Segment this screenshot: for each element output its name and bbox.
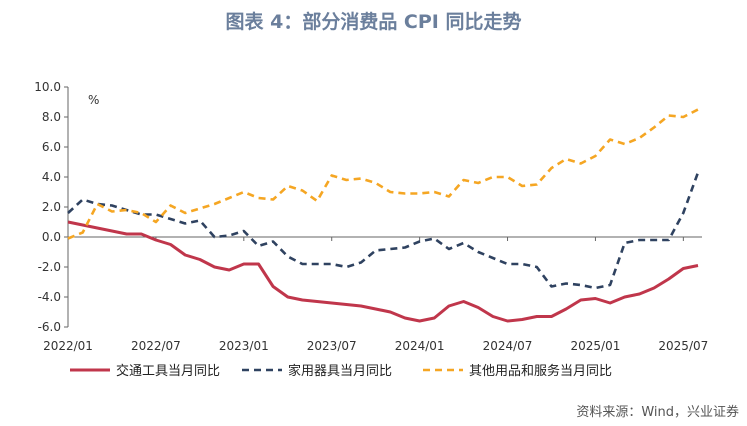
source-note: 资料来源：Wind，兴业证券 [576, 405, 739, 420]
legend-label-other: 其他用品和服务当月同比 [469, 363, 612, 379]
y-axis-ticks: 10.0 8.0 6.0 4.0 2.0 0.0 -2.0 -4.0 -6.0 [34, 80, 68, 334]
x-axis-ticks: 2022/01 2022/07 2023/01 2023/07 2024/01 2024/… [43, 237, 708, 353]
y-tick-label: 10.0 [34, 80, 61, 94]
series-line-transport [67, 220, 699, 323]
y-tick-label: 2.0 [42, 200, 61, 214]
x-tick-label: 2024/07 [483, 339, 533, 353]
x-tick-label: 2022/07 [131, 339, 181, 353]
y-tick-label: 8.0 [42, 110, 61, 124]
y-tick-label: 0.0 [42, 230, 61, 244]
x-tick-label: 2023/07 [307, 339, 357, 353]
y-unit-label: % [88, 93, 99, 107]
y-tick-label: -2.0 [38, 260, 61, 274]
x-tick-label: 2025/07 [658, 339, 708, 353]
axes [67, 87, 702, 327]
y-tick-label: -4.0 [38, 290, 61, 304]
y-tick-label: -6.0 [38, 320, 61, 334]
x-tick-label: 2022/01 [43, 339, 93, 353]
legend-label-appliance: 家用器具当月同比 [288, 363, 392, 379]
figure-title: 图表 4：部分消费品 CPI 同比走势 [225, 11, 522, 33]
y-tick-label: 4.0 [42, 170, 61, 184]
y-tick-label: 6.0 [42, 140, 61, 154]
x-tick-label: 2023/01 [219, 339, 269, 353]
legend-label-transport: 交通工具当月同比 [116, 363, 220, 379]
series-line-appliance [67, 172, 700, 290]
legend: 交通工具当月同比 家用器具当月同比 其他用品和服务当月同比 [70, 363, 612, 379]
series-line-other [67, 108, 699, 240]
x-tick-label: 2025/01 [571, 339, 621, 353]
series-lines [67, 108, 700, 323]
x-tick-label: 2024/01 [395, 339, 445, 353]
